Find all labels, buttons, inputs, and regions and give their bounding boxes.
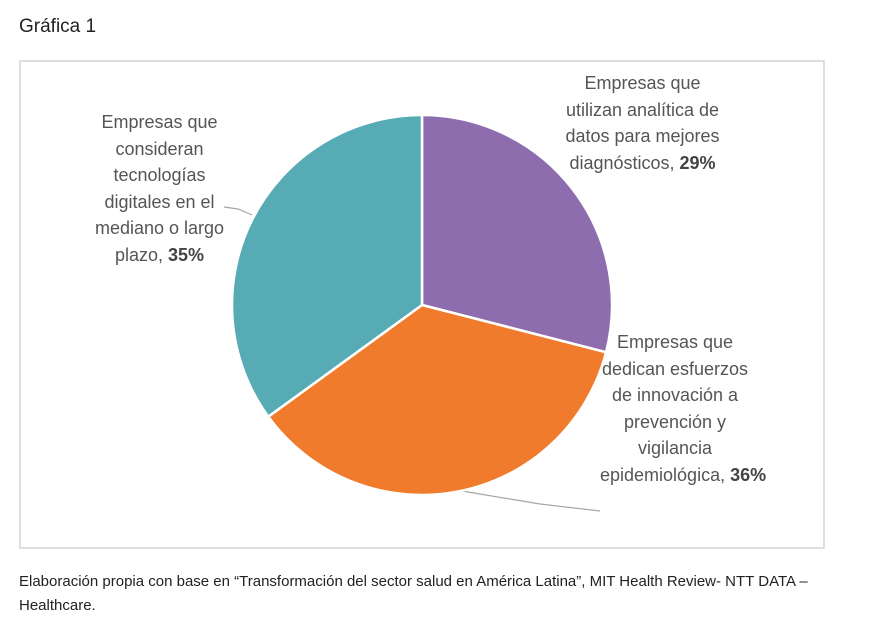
pie [230,113,614,497]
leader-line [223,206,253,216]
data-label: Empresas que dedican esfuerzos de innova… [600,329,766,488]
category-label: Empresas que consideran tecnologías digi… [94,112,225,265]
value-label: 35% [168,244,205,265]
data-label: Empresas que utilizan analítica de datos… [560,70,725,176]
pie-slice [230,113,424,419]
pie-slice [420,113,614,354]
category-label: Empresas que dedican esfuerzos de innova… [600,332,749,485]
chart-frame [19,60,825,549]
category-label: Empresas que utilizan analítica de datos… [565,73,720,173]
pie-slice [266,303,608,497]
title: Gráfica 1 [19,16,97,37]
leader-line [455,489,601,512]
source-note: Elaboración propia con base en “Transfor… [19,573,808,614]
value-label: 36% [730,464,767,485]
value-label: 29% [679,152,716,173]
data-label: Empresas que consideran tecnologías digi… [82,109,237,268]
